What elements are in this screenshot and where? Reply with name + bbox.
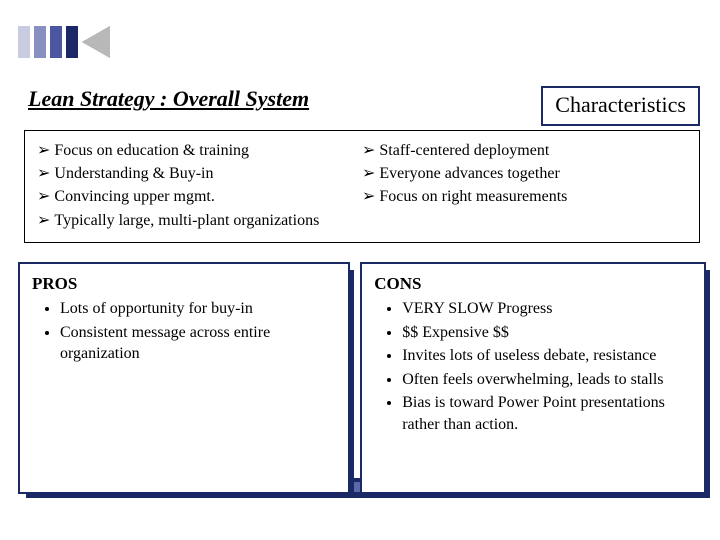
bullet-item: ➢Typically large, multi-plant organizati… bbox=[37, 209, 362, 232]
bullet-text: Staff-centered deployment bbox=[379, 139, 549, 162]
bullet-text: Understanding & Buy-in bbox=[54, 162, 213, 185]
pros-panel: PROS Lots of opportunity for buy-inConsi… bbox=[18, 262, 350, 494]
bullet-glyph-icon: ➢ bbox=[37, 162, 50, 185]
cons-list: VERY SLOW Progress$$ Expensive $$Invites… bbox=[374, 298, 692, 436]
bullet-item: ➢Everyone advances together bbox=[362, 162, 687, 185]
cons-title: CONS bbox=[374, 274, 692, 294]
pros-panel-wrap: PROS Lots of opportunity for buy-inConsi… bbox=[18, 262, 350, 494]
bullet-item: ➢Focus on education & training bbox=[37, 139, 362, 162]
bullet-glyph-icon: ➢ bbox=[362, 139, 375, 162]
pros-list: Lots of opportunity for buy-inConsistent… bbox=[32, 298, 336, 365]
bullet-glyph-icon: ➢ bbox=[362, 162, 375, 185]
bullet-text: Everyone advances together bbox=[379, 162, 559, 185]
bar-4 bbox=[66, 26, 78, 58]
list-item: Consistent message across entire organiz… bbox=[60, 322, 336, 365]
list-item: Invites lots of useless debate, resistan… bbox=[402, 345, 692, 367]
characteristics-box: Characteristics bbox=[541, 86, 700, 126]
arrow-head bbox=[82, 26, 110, 58]
list-item: Bias is toward Power Point presentations… bbox=[402, 392, 692, 435]
bullets-left-col: ➢Focus on education & training➢Understan… bbox=[37, 139, 362, 232]
decorative-arrow bbox=[18, 26, 148, 58]
bullet-item: ➢Focus on right measurements bbox=[362, 185, 687, 208]
bullets-right-col: ➢Staff-centered deployment➢Everyone adva… bbox=[362, 139, 687, 232]
cons-panel: CONS VERY SLOW Progress$$ Expensive $$In… bbox=[360, 262, 706, 494]
bullet-text: Focus on education & training bbox=[54, 139, 249, 162]
bullet-glyph-icon: ➢ bbox=[37, 209, 50, 232]
list-item: Lots of opportunity for buy-in bbox=[60, 298, 336, 320]
bullet-text: Focus on right measurements bbox=[379, 185, 567, 208]
page-title: Lean Strategy : Overall System bbox=[28, 86, 309, 112]
bullet-item: ➢Convincing upper mgmt. bbox=[37, 185, 362, 208]
bullet-glyph-icon: ➢ bbox=[362, 185, 375, 208]
pros-cons-row: PROS Lots of opportunity for buy-inConsi… bbox=[18, 262, 706, 494]
bullet-text: Typically large, multi-plant organizatio… bbox=[54, 209, 319, 232]
list-item: Often feels overwhelming, leads to stall… bbox=[402, 369, 692, 391]
bar-1 bbox=[18, 26, 30, 58]
bar-2 bbox=[34, 26, 46, 58]
list-item: VERY SLOW Progress bbox=[402, 298, 692, 320]
characteristics-list: ➢Focus on education & training➢Understan… bbox=[24, 130, 700, 243]
bar-3 bbox=[50, 26, 62, 58]
cons-panel-wrap: CONS VERY SLOW Progress$$ Expensive $$In… bbox=[360, 262, 706, 494]
bullet-item: ➢Understanding & Buy-in bbox=[37, 162, 362, 185]
title-row: Lean Strategy : Overall System Character… bbox=[28, 86, 700, 126]
pros-title: PROS bbox=[32, 274, 336, 294]
bullet-glyph-icon: ➢ bbox=[37, 139, 50, 162]
bullet-glyph-icon: ➢ bbox=[37, 185, 50, 208]
list-item: $$ Expensive $$ bbox=[402, 322, 692, 344]
bullet-text: Convincing upper mgmt. bbox=[54, 185, 214, 208]
bullet-item: ➢Staff-centered deployment bbox=[362, 139, 687, 162]
